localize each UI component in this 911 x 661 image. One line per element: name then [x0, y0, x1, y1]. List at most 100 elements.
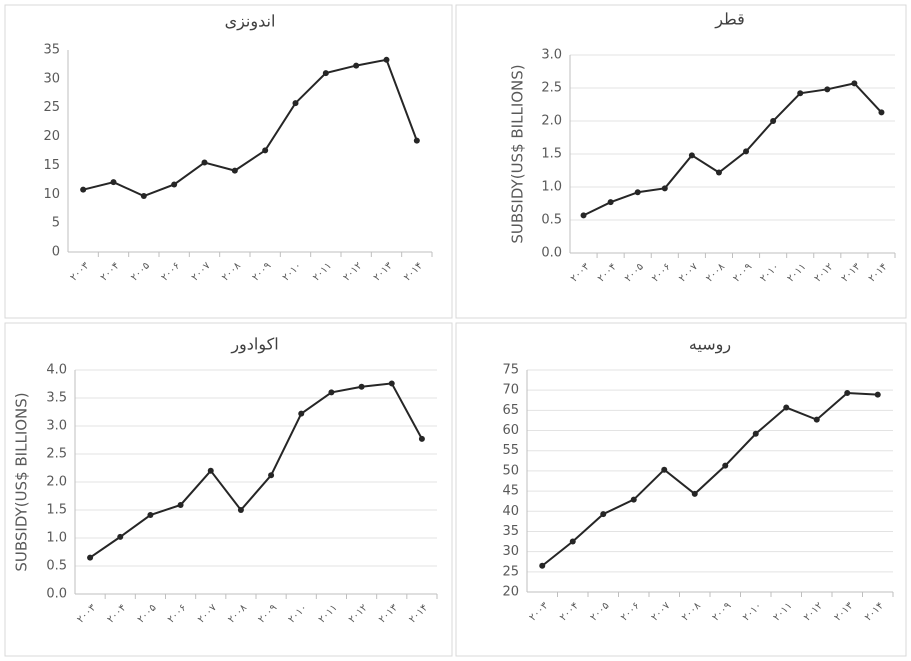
- x-tick-label: ۲۰۱۲: [813, 261, 836, 284]
- x-tick-label: ۲۰۱۲: [341, 260, 364, 283]
- x-tick-label: ۲۰۰۴: [558, 600, 581, 623]
- point: [851, 80, 858, 87]
- y-tick-label: 30: [43, 71, 60, 86]
- x-tick-label: ۲۰۰۷: [650, 600, 673, 623]
- point: [797, 90, 804, 97]
- point: [813, 416, 820, 423]
- point: [353, 62, 360, 69]
- y-tick-label: 2.5: [46, 447, 67, 462]
- point: [874, 391, 881, 398]
- x-tick-label: ۲۰۰۸: [226, 602, 249, 625]
- point: [207, 467, 214, 474]
- x-tick-label: ۲۰۱۲: [802, 600, 825, 623]
- x-tick-label: ۲۰۱۲: [347, 602, 370, 625]
- y-tick-label: 3.5: [46, 391, 67, 406]
- point: [569, 538, 576, 545]
- panel: [455, 322, 907, 657]
- x-tick-label: ۲۰۱۴: [402, 260, 425, 283]
- x-tick-label: ۲۰۰۶: [619, 600, 642, 623]
- y-tick-label: 2.5: [541, 81, 562, 96]
- point: [358, 383, 365, 390]
- point: [413, 137, 420, 144]
- x-tick-label: ۲۰۰۳: [528, 600, 551, 623]
- y-tick-label: 15: [43, 158, 60, 173]
- panel: [455, 4, 907, 319]
- x-tick-label: ۲۰۱۳: [372, 260, 395, 283]
- x-tick-label: ۲۰۰۳: [569, 261, 592, 284]
- line: [583, 82, 883, 217]
- point: [661, 185, 668, 192]
- y-tick-label: 45: [502, 484, 519, 499]
- point: [117, 533, 124, 540]
- point: [298, 410, 305, 417]
- point: [715, 169, 722, 176]
- chart-title: روسیه: [689, 335, 731, 354]
- point: [418, 435, 425, 442]
- y-tick-label: 65: [502, 403, 519, 418]
- x-tick-label: ۲۰۱۱: [785, 261, 808, 284]
- x-tick-label: ۲۰۰۸: [680, 600, 703, 623]
- chart-title: اندونزی: [225, 12, 276, 31]
- point: [752, 430, 759, 437]
- x-tick-label: ۲۰۰۴: [106, 602, 129, 625]
- point: [743, 148, 750, 155]
- x-tick-label: ۲۰۱۱: [772, 600, 795, 623]
- y-tick-label: 1.0: [46, 531, 67, 546]
- x-tick-label: ۲۰۱۴: [407, 602, 430, 625]
- x-tick-label: ۲۰۱۴: [863, 600, 886, 623]
- point: [110, 179, 117, 186]
- point: [722, 462, 729, 469]
- line: [82, 58, 418, 198]
- y-tick-label: 0.5: [46, 559, 67, 574]
- y-tick-label: 20: [43, 129, 60, 144]
- point: [600, 511, 607, 518]
- point: [231, 167, 238, 174]
- y-tick-label: 3.0: [541, 48, 562, 63]
- point: [262, 147, 269, 154]
- y-tick-label: 20: [502, 585, 519, 600]
- line: [89, 382, 423, 559]
- x-tick-label: ۲۰۰۸: [704, 261, 727, 284]
- x-tick-label: ۲۰۰۵: [623, 261, 646, 284]
- point: [80, 186, 87, 193]
- y-tick-label: 4.0: [46, 363, 67, 378]
- y-tick-label: 2.0: [46, 475, 67, 490]
- point: [177, 501, 184, 508]
- y-tick-label: 35: [43, 43, 60, 58]
- y-tick-label: 55: [502, 443, 519, 458]
- point: [87, 554, 94, 561]
- point: [661, 466, 668, 473]
- y-tick-label: 75: [502, 363, 519, 378]
- x-tick-label: ۲۰۱۰: [758, 261, 781, 284]
- x-tick-label: ۲۰۰۷: [677, 261, 700, 284]
- y-axis-label: SUBSIDY(US$ BILLIONS): [13, 392, 31, 571]
- x-tick-label: ۲۰۱۰: [741, 600, 764, 623]
- point: [634, 189, 641, 196]
- line: [541, 391, 878, 567]
- y-tick-label: 1.5: [541, 147, 562, 162]
- y-tick-label: 1.5: [46, 503, 67, 518]
- point: [140, 193, 147, 200]
- point: [691, 490, 698, 497]
- x-tick-label: ۲۰۰۷: [196, 602, 219, 625]
- point: [878, 109, 885, 116]
- x-tick-label: ۲۰۰۵: [129, 260, 152, 283]
- point: [607, 199, 614, 206]
- x-tick-label: ۲۰۰۸: [220, 260, 243, 283]
- x-tick-label: ۲۰۰۳: [68, 260, 91, 283]
- x-tick-label: ۲۰۰۴: [596, 261, 619, 284]
- x-tick-label: ۲۰۱۳: [377, 602, 400, 625]
- y-tick-label: 2.0: [541, 114, 562, 129]
- point: [844, 390, 851, 397]
- x-tick-label: ۲۰۰۴: [99, 260, 122, 283]
- point: [630, 496, 637, 503]
- x-tick-label: ۲۰۰۶: [159, 260, 182, 283]
- chart-title: اکوادور: [230, 335, 278, 354]
- x-tick-label: ۲۰۱۱: [317, 602, 340, 625]
- point: [688, 152, 695, 159]
- y-tick-label: 35: [502, 524, 519, 539]
- x-tick-label: ۲۰۰۵: [589, 600, 612, 623]
- chart-title: قطر: [714, 10, 745, 29]
- point: [824, 86, 831, 93]
